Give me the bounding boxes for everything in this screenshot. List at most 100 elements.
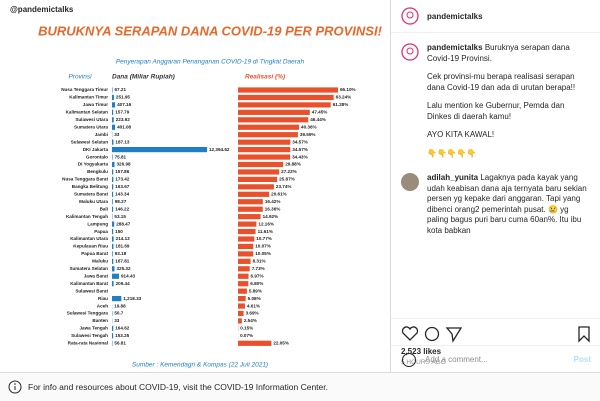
value-label: 1,218.33 — [123, 296, 141, 301]
bar — [112, 229, 113, 234]
comment-button[interactable] — [426, 328, 439, 341]
bar — [112, 87, 113, 92]
category-label: Papua Barat — [81, 251, 108, 256]
bar — [112, 140, 113, 145]
bar — [238, 341, 271, 346]
info-bar: For info and resources about COVID-19, v… — [0, 372, 600, 401]
category-label: Sumatera Utara — [74, 124, 108, 129]
comment-input[interactable]: Add a comment... — [425, 355, 574, 364]
bar — [238, 281, 248, 286]
share-button[interactable] — [447, 328, 461, 341]
bar — [112, 95, 114, 100]
value-label: 67.21 — [115, 87, 127, 92]
bar — [238, 289, 247, 294]
value-label: 167.81 — [115, 259, 129, 264]
series-header: Dana (Miliar Rupiah) — [112, 74, 175, 81]
value-label: 27.22% — [281, 169, 297, 174]
category-label: DI Yogyakarta — [78, 162, 109, 167]
value-label: 33 — [114, 132, 120, 137]
value-label: 0.07% — [240, 333, 253, 338]
value-label: 63.24% — [336, 95, 352, 100]
value-label: 16.36% — [265, 206, 281, 211]
bar — [238, 259, 251, 264]
series-header: Realisasi (%) — [245, 74, 285, 81]
category-label: Riau — [98, 296, 108, 301]
value-label: 164.62 — [115, 326, 129, 331]
bar — [238, 222, 256, 227]
bar — [112, 125, 115, 130]
like-button[interactable] — [402, 327, 417, 340]
value-label: 401.08 — [117, 124, 131, 129]
bar — [238, 140, 290, 145]
comment-text: Lagaknya pada kayak yang udah keabisan d… — [427, 173, 587, 235]
avatar[interactable] — [401, 7, 419, 25]
add-comment: Add a comment... Post — [391, 345, 600, 373]
category-label: Sulawesi Tenggara — [67, 311, 109, 316]
comments: pandemictalks Buruknya serapan dana Covi… — [391, 33, 600, 318]
category-label: Nusa Tenggara Timur — [61, 87, 108, 92]
emoji-button[interactable] — [401, 352, 417, 368]
bar — [112, 333, 113, 338]
value-label: 50.7 — [114, 311, 123, 316]
account[interactable]: pandemictalks — [427, 12, 483, 21]
info-text[interactable]: For info and resources about COVID-19, v… — [28, 382, 328, 392]
avatar[interactable] — [401, 43, 419, 61]
bar — [238, 214, 261, 219]
chart: @pandemictalks BURUKNYA SERAPAN DANA COV… — [0, 0, 388, 372]
value-label: 251.95 — [116, 95, 130, 100]
bar — [112, 117, 114, 122]
bar — [238, 147, 290, 152]
value-label: 146.22 — [115, 206, 129, 211]
category-label: Sulawesi Utara — [75, 117, 108, 122]
category-label: Papua — [94, 229, 108, 234]
bar — [112, 281, 114, 286]
category-label: Kalimantan Barat — [70, 281, 108, 286]
value-label: 163.67 — [115, 184, 129, 189]
info-icon — [8, 380, 22, 394]
bar — [238, 125, 299, 130]
avatar[interactable] — [401, 173, 419, 191]
value-label: 4.61% — [247, 303, 260, 308]
bar — [238, 192, 269, 197]
category-label: Jawa Tengah — [79, 326, 108, 331]
value-label: 3.69% — [246, 311, 259, 316]
category-label: Maluku — [92, 259, 108, 264]
category-label: Kalimantan Timur — [69, 95, 108, 100]
bar — [238, 274, 249, 279]
bar — [238, 311, 244, 316]
value-label: 12,394.62 — [209, 147, 230, 152]
category-label: Lampung — [87, 221, 108, 226]
category-label: Jawa Timur — [83, 102, 108, 107]
category-label: Sumatera Selatan — [69, 266, 108, 271]
value-label: 11.61% — [258, 229, 273, 234]
bar — [112, 162, 115, 167]
value-label: 19.88 — [114, 303, 126, 308]
value-label: 288.47 — [116, 221, 130, 226]
account[interactable]: pandemictalks — [427, 43, 483, 52]
handle: @pandemictalks — [10, 5, 74, 14]
post-button[interactable]: Post — [574, 355, 591, 364]
value-label: 8.31% — [253, 259, 266, 264]
bar — [238, 184, 274, 189]
value-label: 20.61% — [271, 192, 287, 197]
caption-text: Lalu mention ke Gubernur, Pemda dan Dink… — [427, 101, 591, 122]
bar — [238, 177, 277, 182]
bar — [238, 110, 310, 115]
value-label: 6.97% — [251, 273, 264, 278]
category-label: Rata-rata Nasional — [68, 341, 108, 346]
source: Sumber : Kemendagri & Kompas (22 Juli 20… — [132, 362, 268, 369]
bar — [238, 162, 283, 167]
bar — [238, 87, 338, 92]
bar — [112, 326, 113, 331]
value-label: 14.92% — [263, 214, 279, 219]
bar — [112, 244, 113, 249]
bar — [112, 236, 114, 241]
chart-title: BURUKNYA SERAPAN DANA COVID-19 PER PROVI… — [38, 23, 382, 38]
bar — [238, 229, 256, 234]
category-label: Maluku Utara — [79, 199, 108, 204]
save-button[interactable] — [579, 327, 589, 341]
comment-user[interactable]: adilah_yunita — [427, 173, 478, 182]
bar — [238, 207, 263, 212]
bar — [238, 132, 298, 137]
value-label: 25.87% — [279, 177, 295, 182]
